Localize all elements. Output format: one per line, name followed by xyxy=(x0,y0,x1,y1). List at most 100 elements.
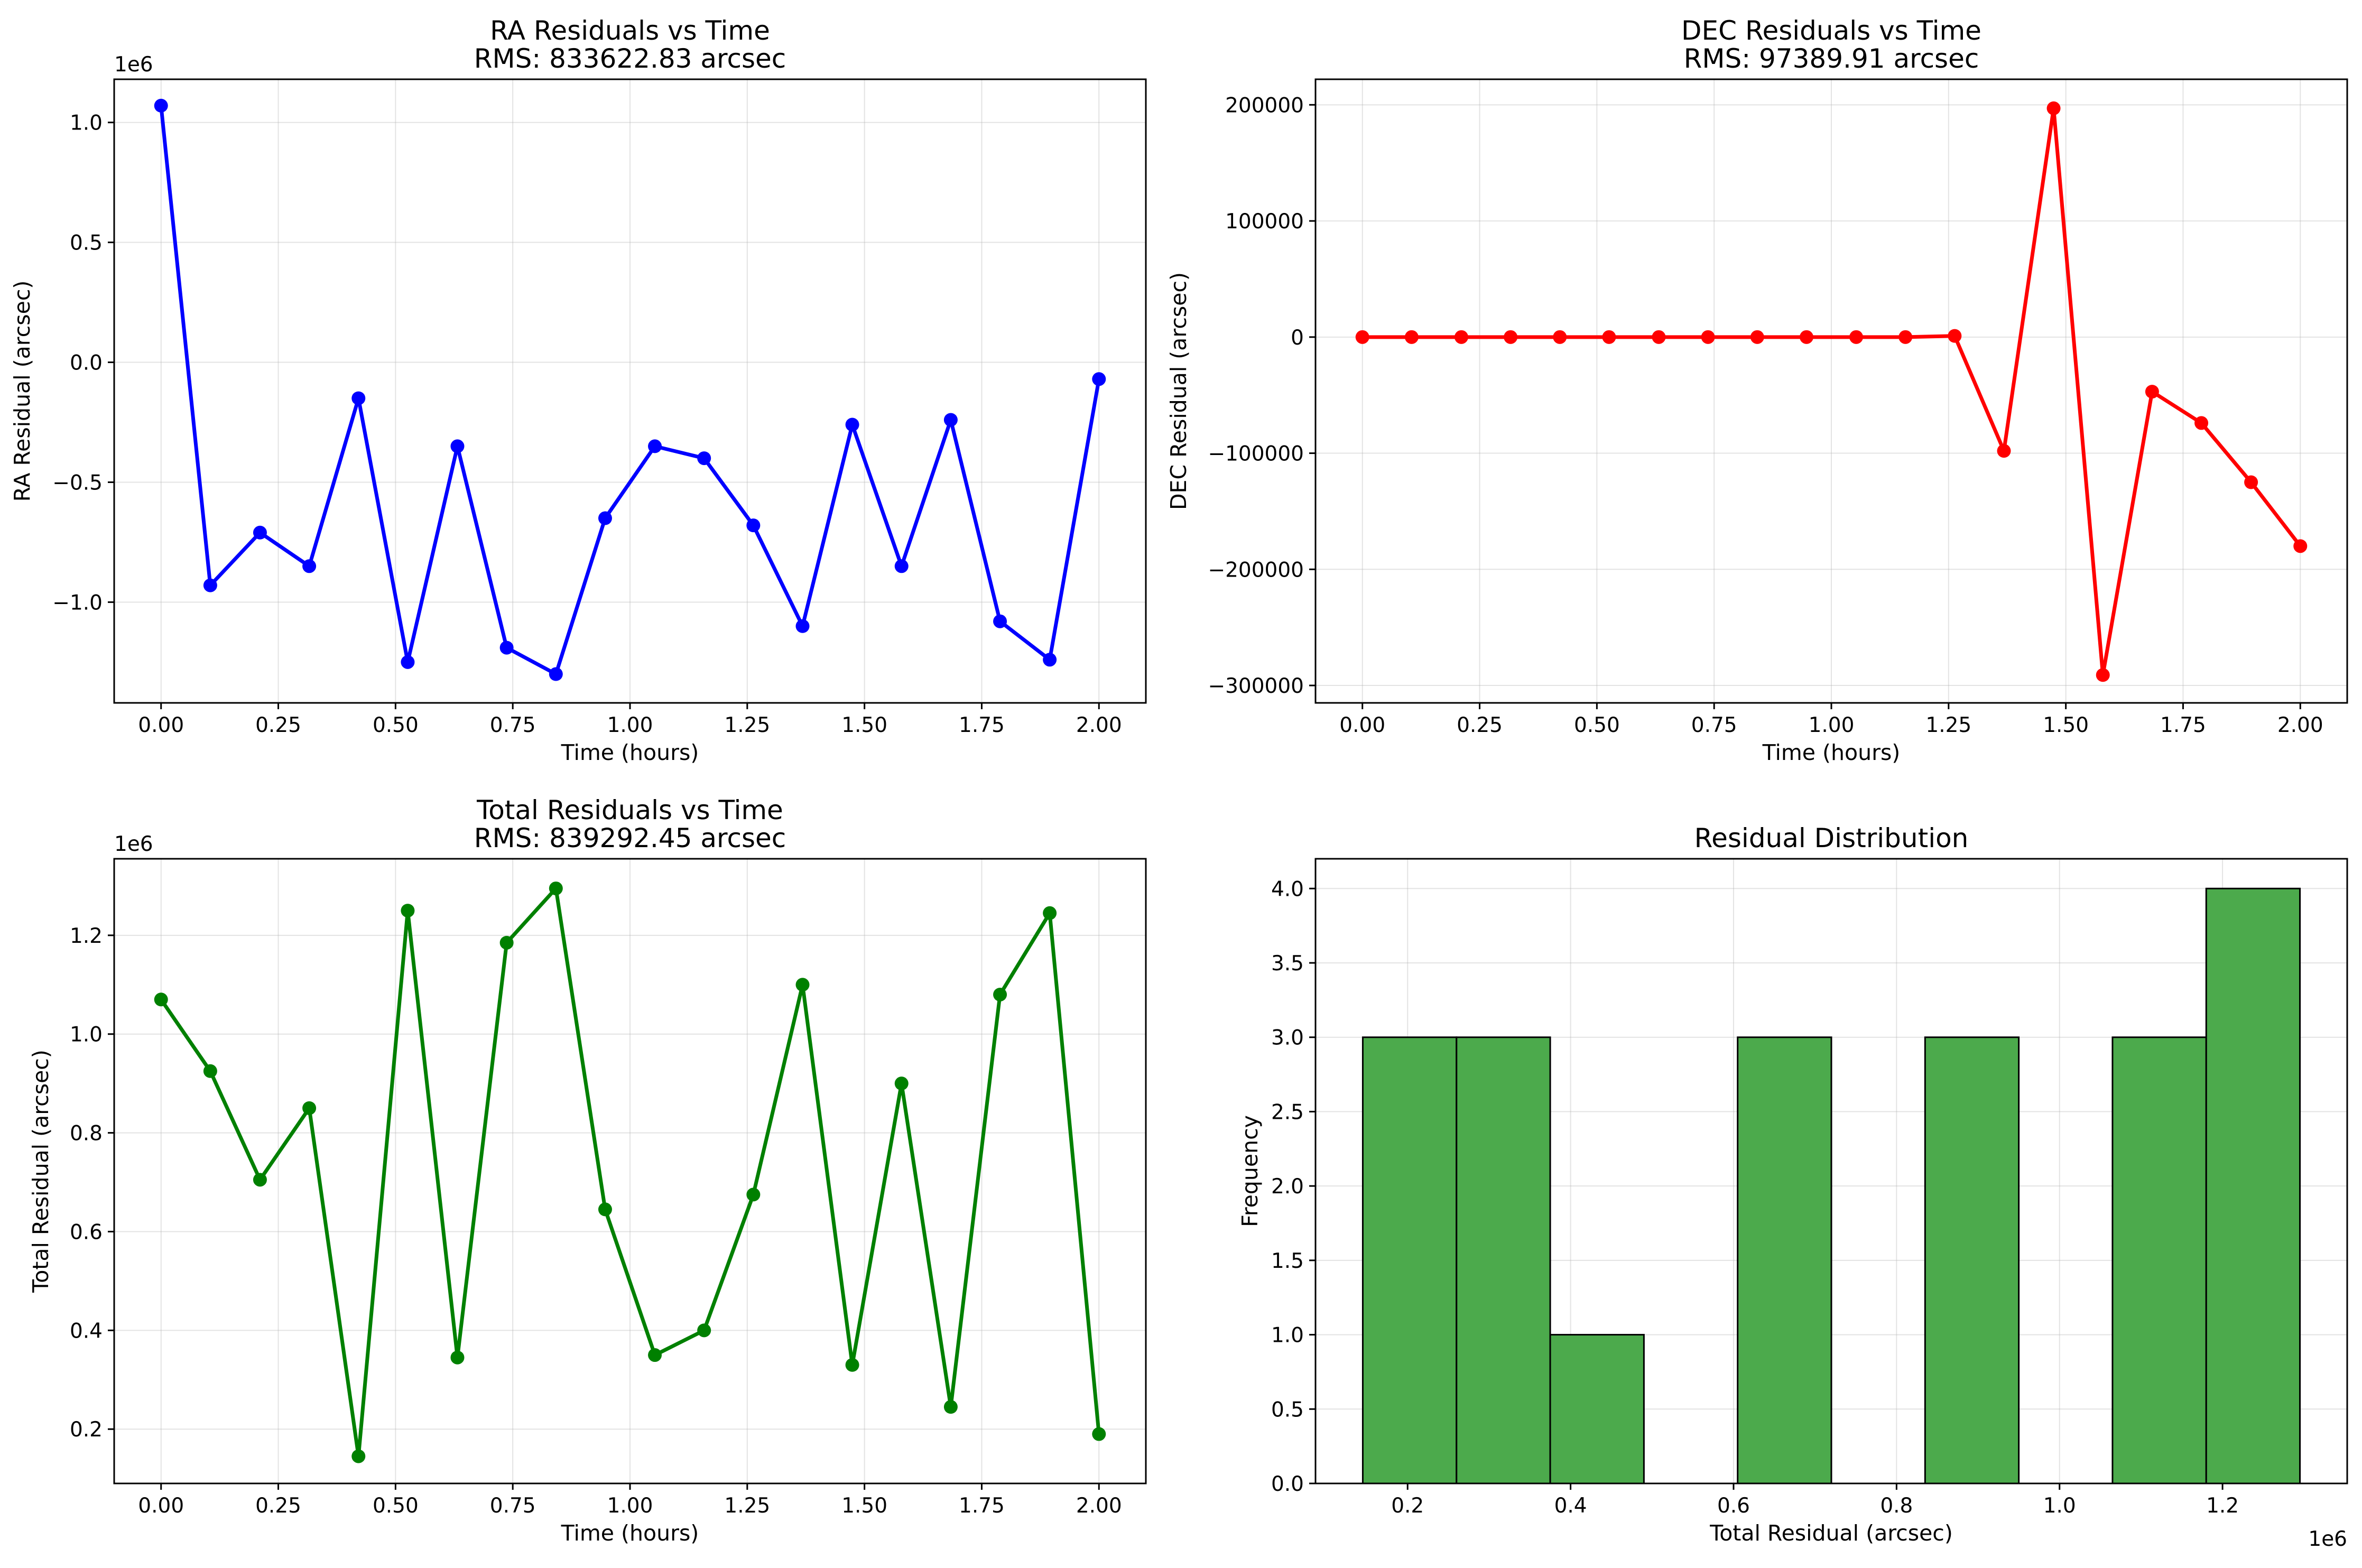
y-tick-label: 2.5 xyxy=(1271,1100,1304,1124)
x-tick-label: 0.25 xyxy=(255,1494,301,1518)
x-tick-label: 0.00 xyxy=(138,1494,184,1518)
y-axis-label: Total Residual (arcsec) xyxy=(28,1050,53,1293)
y-tick-label: 4.0 xyxy=(1271,877,1304,901)
x-tick-label: 0.6 xyxy=(1717,1494,1750,1518)
chart-title: Total Residuals vs Time xyxy=(476,795,783,825)
data-point xyxy=(1454,330,1468,344)
data-point xyxy=(943,1400,958,1414)
data-point xyxy=(1092,1427,1106,1441)
data-point xyxy=(845,417,859,432)
data-point xyxy=(1997,444,2011,458)
data-point xyxy=(894,559,909,573)
data-point xyxy=(1750,330,1764,344)
data-point xyxy=(648,439,662,453)
x-tick-label: 0.00 xyxy=(138,713,184,737)
x-tick-label: 1.50 xyxy=(841,1494,887,1518)
x-tick-label: 1.50 xyxy=(2043,713,2089,737)
y-axis-label: RA Residual (arcsec) xyxy=(10,281,35,502)
y-axis-label: Frequency xyxy=(1237,1115,1263,1227)
x-tick-label: 1.25 xyxy=(724,713,770,737)
y-tick-label: 2.0 xyxy=(1271,1175,1304,1199)
y-tick-label: 1.0 xyxy=(1271,1324,1304,1348)
histogram-bar xyxy=(1549,1334,1645,1485)
data-point xyxy=(401,655,415,669)
chart-subtitle: RMS: 833622.83 arcsec xyxy=(474,43,786,74)
x-tick-label: 2.00 xyxy=(1076,1494,1122,1518)
data-point xyxy=(1799,330,1813,344)
x-tick-label: 0.75 xyxy=(490,713,536,737)
y-tick-label: −100000 xyxy=(1208,442,1304,466)
data-point xyxy=(203,1064,217,1078)
histogram-bar xyxy=(2205,887,2301,1485)
x-tick-label: 0.50 xyxy=(373,713,419,737)
data-point xyxy=(1043,653,1057,667)
y-tick-label: 1.5 xyxy=(1271,1249,1304,1273)
data-point xyxy=(499,641,514,655)
data-point xyxy=(549,667,563,681)
y-tick-label: 1.2 xyxy=(70,924,103,948)
data-point xyxy=(1404,330,1419,344)
data-point xyxy=(1898,330,1913,344)
histogram-bar xyxy=(2111,1036,2207,1485)
x-tick-label: 0.75 xyxy=(490,1494,536,1518)
data-point xyxy=(1043,906,1057,920)
chart-subtitle: RMS: 839292.45 arcsec xyxy=(474,823,786,853)
series-line xyxy=(159,105,1101,676)
data-point xyxy=(154,992,168,1007)
x-tick-label: 0.8 xyxy=(1880,1494,1913,1518)
data-point xyxy=(351,391,366,405)
x-tick-label: 0.75 xyxy=(1691,713,1737,737)
y-offset-label: 1e6 xyxy=(114,53,153,77)
x-axis-label: Time (hours) xyxy=(1762,740,1901,765)
y-tick-label: 0 xyxy=(1291,326,1304,350)
y-tick-label: −0.5 xyxy=(52,471,103,495)
y-offset-label: 1e6 xyxy=(114,832,153,856)
data-point xyxy=(993,987,1007,1001)
data-point xyxy=(648,1348,662,1362)
chart-subtitle: RMS: 97389.91 arcsec xyxy=(1684,43,1979,74)
x-tick-label: 1.25 xyxy=(1925,713,1971,737)
data-point xyxy=(2194,416,2209,430)
data-point xyxy=(2096,668,2110,682)
x-tick-label: 0.50 xyxy=(373,1494,419,1518)
series-line xyxy=(1362,106,2302,677)
y-tick-label: 1.0 xyxy=(70,1023,103,1047)
y-axis-label: DEC Residual (arcsec) xyxy=(1166,272,1191,510)
y-tick-label: 100000 xyxy=(1225,210,1304,234)
data-point xyxy=(1553,330,1567,344)
data-point xyxy=(1849,330,1864,344)
y-tick-label: 0.5 xyxy=(1271,1398,1304,1422)
histogram-bar xyxy=(1361,1036,1458,1485)
y-tick-label: 0.2 xyxy=(70,1418,103,1442)
histogram-bar xyxy=(1924,1036,2020,1485)
x-tick-label: 0.50 xyxy=(1574,713,1620,737)
data-point xyxy=(302,1101,317,1115)
data-point xyxy=(697,1323,711,1338)
histogram-bar xyxy=(1456,1036,1551,1485)
data-point xyxy=(795,619,810,633)
data-point xyxy=(1355,330,1369,344)
x-tick-label: 2.00 xyxy=(1076,713,1122,737)
data-point xyxy=(598,511,612,525)
x-axis-label: Time (hours) xyxy=(561,740,699,765)
data-point xyxy=(845,1358,859,1372)
y-tick-label: −300000 xyxy=(1208,674,1304,698)
x-axis-label: Total Residual (arcsec) xyxy=(1709,1520,1953,1546)
data-point xyxy=(1602,330,1616,344)
y-tick-label: 0.0 xyxy=(70,351,103,375)
y-tick-label: 0.4 xyxy=(70,1319,103,1343)
chart-panel-3: 0.00 0.25 0.50 0.75 1.00 1.25 1.50 1.75 2.00 0.2 0… xyxy=(28,795,1147,1546)
data-point xyxy=(993,614,1007,628)
y-tick-label: 0.5 xyxy=(70,231,103,255)
x-tick-label: 1.00 xyxy=(607,1494,653,1518)
chart-panel-1: 0.00 0.25 0.50 0.75 1.00 1.25 1.50 1.75 2.00 −1.0… xyxy=(10,15,1147,765)
axes-frame xyxy=(1314,858,2348,1485)
data-point xyxy=(154,98,168,113)
data-point xyxy=(203,578,217,592)
data-point xyxy=(598,1202,612,1217)
histogram-bar xyxy=(1737,1036,1832,1485)
data-point xyxy=(450,1350,465,1365)
x-tick-label: 1.0 xyxy=(2043,1494,2076,1518)
y-tick-label: 200000 xyxy=(1225,94,1304,117)
